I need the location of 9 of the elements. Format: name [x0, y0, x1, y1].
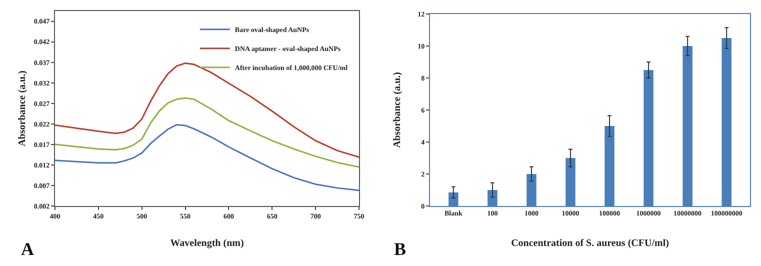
text: A [21, 239, 34, 259]
x-axis-title: Wavelength (nm) [170, 238, 244, 249]
y-axis-title: Absorbance (a.u.) [392, 72, 403, 148]
line-series [55, 62, 359, 158]
y-axis-title: Absorbance (a.u.) [17, 70, 28, 146]
text: B [394, 239, 406, 259]
x-axis-title: Concentration of S. aureus (CFU/ml) [511, 238, 669, 249]
line-series [55, 97, 359, 168]
line-series [55, 124, 359, 192]
